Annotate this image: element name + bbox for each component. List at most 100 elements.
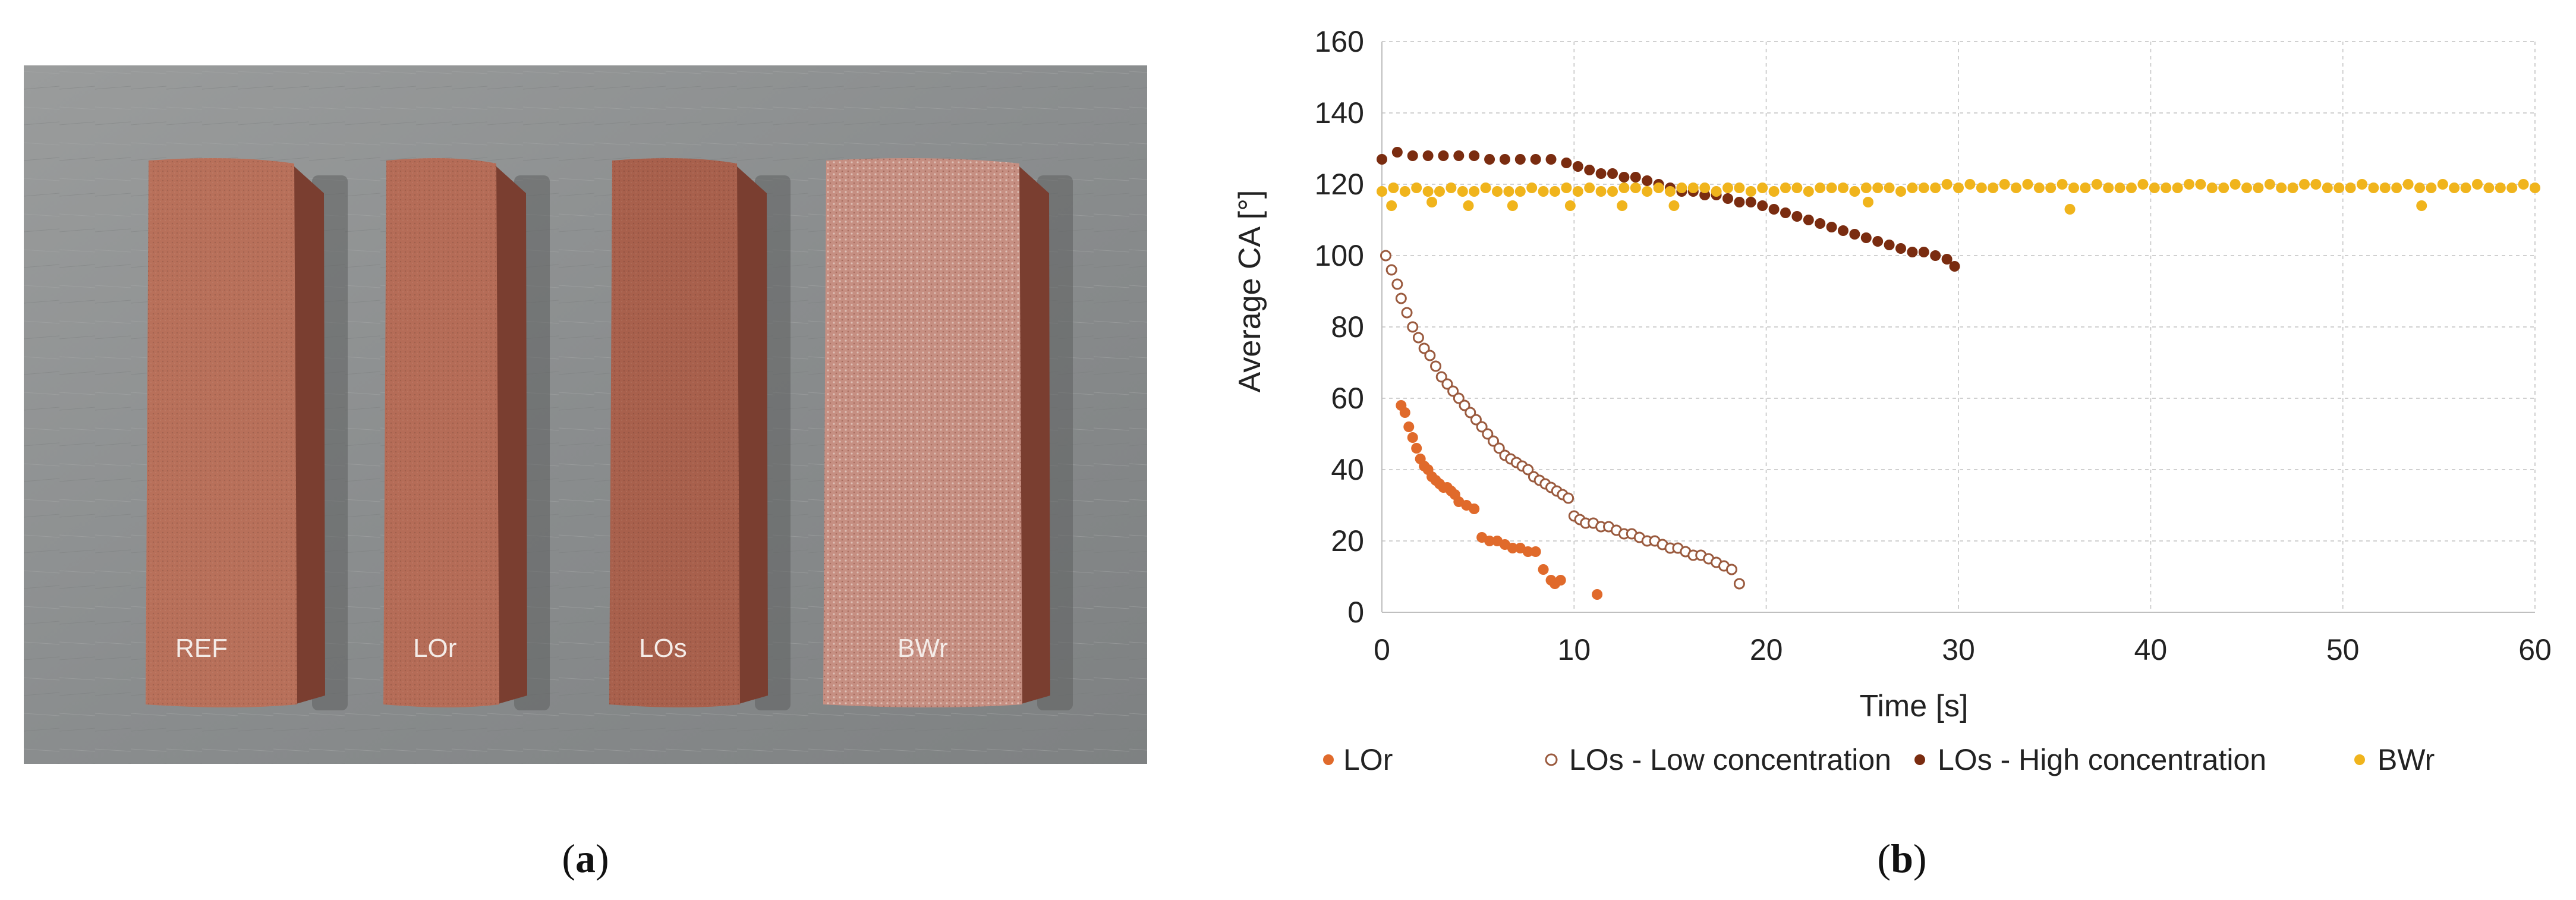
legend-label: LOr [1343, 743, 1393, 776]
data-point [1595, 186, 1607, 197]
data-point [2276, 182, 2287, 193]
data-point [2045, 182, 2057, 193]
data-point [1930, 182, 1941, 193]
data-point [1545, 154, 1557, 165]
data-point [2241, 182, 2252, 193]
data-point [1422, 186, 1434, 197]
data-point [2391, 182, 2402, 193]
data-point [1385, 264, 1397, 276]
data-point [1463, 200, 1474, 211]
data-point [1407, 150, 1418, 161]
data-point [2437, 179, 2448, 190]
chart-svg: 0 20 40 60 80 100 120 140 160 0 10 20 30 40 50 60 Avera… [1233, 25, 2552, 776]
data-point [1507, 200, 1518, 211]
data-point [1572, 186, 1583, 197]
legend-marker [1323, 754, 1334, 765]
data-point [1407, 432, 1418, 443]
x-tick-label: 40 [2134, 633, 2168, 666]
data-point [1507, 543, 1518, 553]
data-point [1618, 172, 1630, 182]
brick-sample-los: LOs [609, 158, 791, 710]
data-point [2299, 179, 2310, 190]
data-point [1469, 150, 1480, 161]
data-point [1480, 182, 1491, 193]
data-point [1699, 182, 1711, 193]
y-tick-label: 140 [1315, 96, 1364, 130]
data-point [1768, 186, 1780, 197]
data-point [1476, 421, 1488, 433]
data-point [1791, 211, 1803, 222]
data-point [1469, 504, 1480, 514]
data-point [2172, 182, 2183, 193]
data-point [1441, 378, 1453, 390]
data-point [1733, 578, 1745, 590]
data-point [1988, 182, 1999, 193]
data-point [2506, 182, 2518, 193]
data-point [1930, 250, 1941, 261]
data-point [2483, 182, 2495, 193]
brick-sample-lor: LOr [383, 158, 550, 710]
brick-label-lor: LOr [413, 634, 456, 663]
data-point [1438, 150, 1449, 161]
data-point [1399, 407, 1410, 418]
legend-item: LOs - High concentration [1914, 743, 2266, 776]
y-tick-label: 100 [1315, 239, 1364, 272]
data-point [1918, 182, 1929, 193]
data-point [1401, 307, 1413, 319]
data-point [1745, 197, 1756, 207]
data-point [1388, 182, 1399, 193]
data-point [1617, 200, 1628, 211]
data-point [2195, 179, 2206, 190]
caption-b: (b) [1877, 836, 1927, 881]
data-point [1538, 564, 1549, 575]
series-bwr [1377, 179, 2540, 215]
data-point [1538, 186, 1549, 197]
data-point [1941, 179, 1953, 190]
data-point [2379, 182, 2391, 193]
data-point [1514, 186, 1526, 197]
data-point [1757, 182, 1768, 193]
data-point [1484, 536, 1495, 546]
data-point [2103, 182, 2114, 193]
y-tick-label: 0 [1347, 596, 1364, 629]
x-tick-label: 10 [1558, 633, 1591, 666]
data-point [1453, 150, 1465, 161]
data-point [2518, 179, 2529, 190]
data-point [1453, 392, 1465, 404]
data-point [1584, 182, 1595, 193]
data-point [1561, 158, 1572, 168]
data-point [1555, 575, 1566, 586]
data-point [1665, 186, 1676, 197]
data-point [1780, 182, 1791, 193]
data-point [1815, 182, 1826, 193]
data-point [1572, 161, 1583, 172]
data-point [1803, 186, 1814, 197]
data-point [2091, 179, 2102, 190]
data-point [1435, 371, 1447, 383]
data-point [1745, 186, 1756, 197]
y-tick-label: 20 [1331, 524, 1364, 558]
y-axis-label: Average CA [°] [1233, 190, 1267, 393]
data-point [2287, 182, 2298, 193]
data-point [1447, 385, 1459, 397]
data-point [1522, 546, 1533, 557]
data-point [1493, 442, 1505, 454]
data-point [2011, 182, 2021, 193]
data-point [1595, 168, 1607, 179]
data-point [1918, 247, 1929, 257]
data-point [1434, 186, 1445, 197]
data-point [1734, 197, 1745, 207]
data-point [2460, 182, 2471, 193]
legend-item: BWr [2354, 743, 2435, 776]
data-point [1722, 182, 1733, 193]
data-point [1907, 182, 1918, 193]
data-point [1653, 182, 1664, 193]
legend-marker [2354, 754, 2365, 765]
x-tick-label: 60 [2518, 633, 2552, 666]
data-point [1391, 278, 1403, 290]
data-point [1838, 225, 1848, 236]
data-point [1976, 182, 1987, 193]
data-point [1722, 193, 1733, 204]
data-point [1826, 222, 1837, 232]
data-point [2368, 182, 2379, 193]
